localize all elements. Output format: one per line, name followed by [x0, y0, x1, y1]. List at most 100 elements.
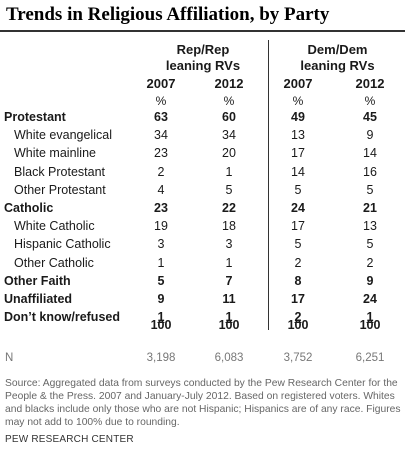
rep-group-header: Rep/Rep leaning RVs	[143, 42, 263, 74]
row-value: 2	[366, 256, 374, 270]
table-row: Other Faith 5 7 8 9	[0, 274, 405, 292]
row-value: 23	[154, 146, 168, 160]
column-divider	[268, 40, 269, 330]
row-value: 24	[363, 292, 377, 306]
row-label: White evangelical	[14, 128, 112, 142]
row-value: 23	[154, 201, 168, 215]
row-value: 2	[294, 256, 302, 270]
total-value: 100	[218, 318, 240, 332]
sample-size-value: 3,752	[283, 352, 313, 364]
row-value: 5	[225, 183, 233, 197]
row-value: 24	[291, 201, 305, 215]
source-note: Source: Aggregated data from surveys con…	[5, 378, 401, 428]
sample-size-value: 6,251	[355, 352, 385, 364]
sample-size-value: 3,198	[146, 352, 176, 364]
row-value: 1	[366, 310, 374, 324]
row-value: 4	[157, 183, 165, 197]
percent-sign: %	[364, 94, 376, 108]
row-value: 34	[154, 128, 168, 142]
table-row: White mainline 23 20 17 14	[0, 146, 405, 164]
row-label: Unaffiliated	[4, 292, 73, 306]
table-row: Don’t know/refused 1 1 2 1	[0, 310, 405, 328]
total-value: 100	[150, 318, 172, 332]
row-value: 5	[366, 237, 374, 251]
row-value: 2	[157, 165, 165, 179]
row-label: White Catholic	[14, 219, 95, 233]
percent-sign: %	[155, 94, 167, 108]
row-label: Black Protestant	[14, 165, 106, 179]
rep-group-line2: leaning RVs	[165, 58, 241, 73]
row-value: 1	[225, 256, 233, 270]
row-value: 13	[291, 128, 305, 142]
row-value: 21	[363, 201, 377, 215]
sample-size-value: 6,083	[214, 352, 244, 364]
row-value: 5	[294, 183, 302, 197]
row-label: Hispanic Catholic	[14, 237, 111, 251]
row-value: 3	[157, 237, 165, 251]
row-value: 9	[366, 128, 374, 142]
row-value: 3	[225, 237, 233, 251]
row-value: 13	[363, 219, 377, 233]
dem-group-line2: leaning RVs	[300, 58, 375, 73]
row-value: 11	[222, 292, 236, 306]
table-row: Other Catholic 1 1 2 2	[0, 256, 405, 274]
table-row: Black Protestant 2 1 14 16	[0, 165, 405, 183]
row-value: 5	[294, 237, 302, 251]
row-label: White mainline	[14, 146, 96, 160]
row-value: 2	[294, 310, 302, 324]
title-rule	[0, 30, 405, 32]
table-row: Catholic 23 22 24 21	[0, 201, 405, 219]
total-value: 100	[359, 318, 381, 332]
row-value: 1	[225, 310, 233, 324]
rep-group-line1: Rep/Rep	[176, 42, 230, 57]
row-value: 16	[363, 165, 377, 179]
row-value: 34	[222, 128, 236, 142]
table-row: Hispanic Catholic 3 3 5 5	[0, 237, 405, 255]
row-label: Protestant	[4, 110, 66, 124]
row-value: 5	[157, 274, 165, 288]
row-value: 17	[291, 292, 305, 306]
table-row: White evangelical 34 34 13 9	[0, 128, 405, 146]
row-value: 17	[291, 219, 305, 233]
row-value: 45	[363, 110, 377, 124]
row-label: Other Catholic	[14, 256, 94, 270]
table-row: Protestant 63 60 49 45	[0, 110, 405, 128]
row-value: 14	[363, 146, 377, 160]
row-value: 60	[222, 110, 236, 124]
row-value: 20	[222, 146, 236, 160]
total-value: 100	[287, 318, 309, 332]
row-value: 49	[291, 110, 305, 124]
year-header: 2007	[283, 76, 313, 91]
row-value: 63	[154, 110, 168, 124]
year-header: 2007	[146, 76, 176, 91]
row-label: Other Faith	[4, 274, 71, 288]
row-value: 9	[366, 274, 374, 288]
sample-size-label: N	[5, 352, 14, 364]
row-value: 19	[154, 219, 168, 233]
year-header: 2012	[355, 76, 385, 91]
table-title: Trends in Religious Affiliation, by Part…	[6, 4, 330, 25]
percent-sign: %	[292, 94, 304, 108]
row-value: 1	[157, 310, 165, 324]
row-value: 7	[225, 274, 233, 288]
percent-sign: %	[223, 94, 235, 108]
row-value: 9	[157, 292, 165, 306]
row-value: 14	[291, 165, 305, 179]
row-label: Catholic	[4, 201, 54, 215]
row-label: Other Protestant	[14, 183, 106, 197]
totals-row: 100 100 100 100	[0, 318, 405, 336]
row-value: 18	[222, 219, 236, 233]
table-row: Other Protestant 4 5 5 5	[0, 183, 405, 201]
row-value: 5	[366, 183, 374, 197]
row-value: 17	[291, 146, 305, 160]
table-row: White Catholic 19 18 17 13	[0, 219, 405, 237]
row-label: Don’t know/refused	[4, 310, 120, 324]
row-value: 1	[157, 256, 165, 270]
dem-group-line1: Dem/Dem	[307, 42, 368, 57]
table-row: Unaffiliated 9 11 17 24	[0, 292, 405, 310]
row-value: 8	[294, 274, 302, 288]
dem-group-header: Dem/Dem leaning RVs	[275, 42, 400, 74]
footer-credit: PEW RESEARCH CENTER	[5, 434, 134, 445]
row-value: 22	[222, 201, 236, 215]
year-header: 2012	[214, 76, 244, 91]
